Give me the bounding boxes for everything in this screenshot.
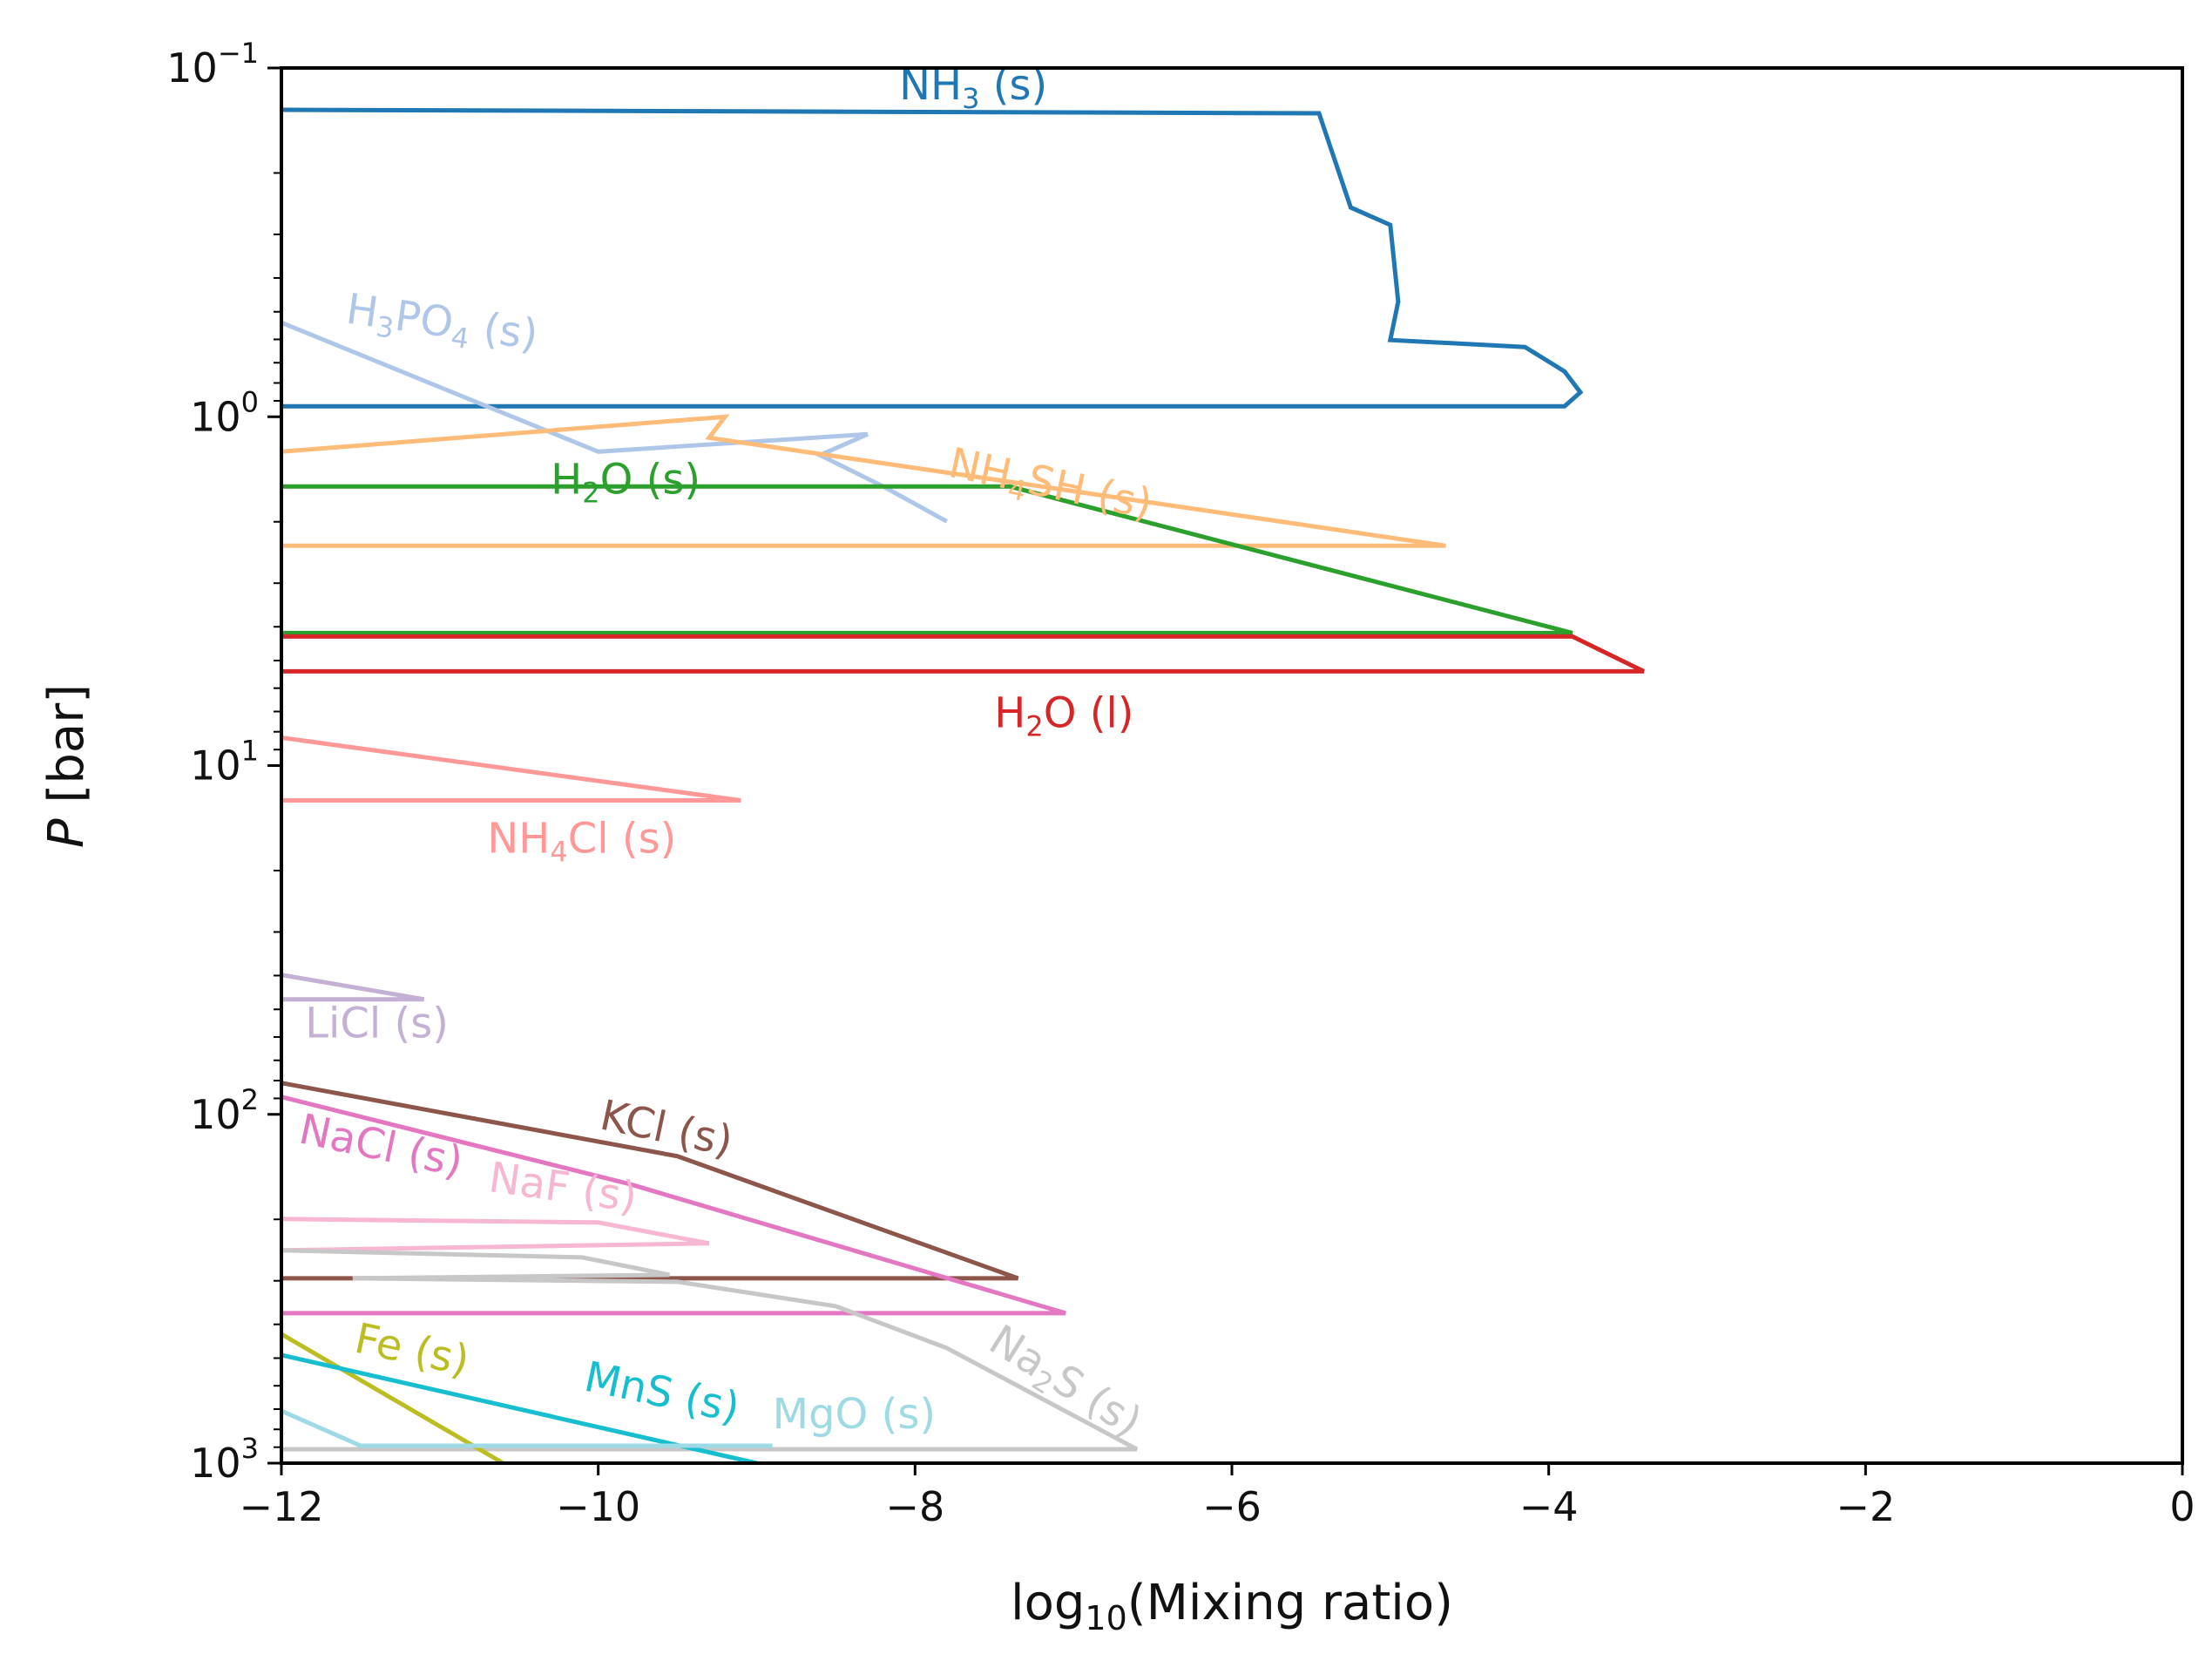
x-tick-label: −8 [885,1483,944,1530]
series-line-mgo-s [281,1408,773,1448]
series-label-h2o-l: H2O (l) [994,688,1133,742]
y-tick-label: 10−1 [166,37,259,92]
y-tick-label: 102 [190,1083,259,1138]
series-line-nh3-s [281,107,1584,409]
series-line-na2s-s [281,1248,1139,1452]
series-label-mgo-s: MgO (s) [773,1390,936,1439]
series-line-kcl-s [281,1081,1019,1281]
series-label-nh4sh-s: NH4SH (s) [944,438,1156,534]
y-axis-title: P [bar] [38,684,95,848]
plot-frame [280,66,2184,1465]
x-tick-label: −12 [239,1483,323,1530]
series-label-nh4cl-s: NH4Cl (s) [487,815,676,869]
x-tick-label: −10 [556,1483,640,1530]
y-tick-label: 103 [190,1432,259,1487]
series-line-fe-s [281,1332,504,1463]
series-label-na2s-s: Na2S (s) [978,1316,1150,1451]
series-line-h2o-l [281,634,1645,674]
series-label-naf-s: NaF (s) [486,1153,640,1222]
series-label-nacl-s: NaCl (s) [295,1105,467,1187]
x-tick-label: −6 [1202,1483,1262,1530]
series-line-nh4cl-s [281,735,741,803]
series-line-h2o-s [281,484,1573,635]
series-label-mns-s: MnS (s) [580,1352,744,1433]
x-axis: −12 −10 −8 −6 −4 −2 0 [239,1463,2195,1530]
x-tick-label: 0 [2169,1483,2195,1530]
series-label-licl-s: LiCl (s) [305,1000,449,1048]
y-tick-label: 101 [190,735,259,790]
series-label-h3po4-s: H3PO4 (s) [342,285,541,365]
series-line-licl-s [281,973,425,1002]
x-tick-label: −4 [1519,1483,1579,1530]
y-axis: 10−1 100 101 102 103 [166,37,281,1487]
x-axis-title: log10(Mixing ratio) [1011,1575,1453,1637]
series-label-h2o-s: H2O (s) [551,455,700,509]
series-line-nh4sh-s [281,414,1446,548]
y-tick-label: 100 [190,385,259,440]
x-tick-label: −2 [1836,1483,1895,1530]
series-line-naf-s [281,1217,710,1253]
series-line-nacl-s [281,1095,1066,1316]
